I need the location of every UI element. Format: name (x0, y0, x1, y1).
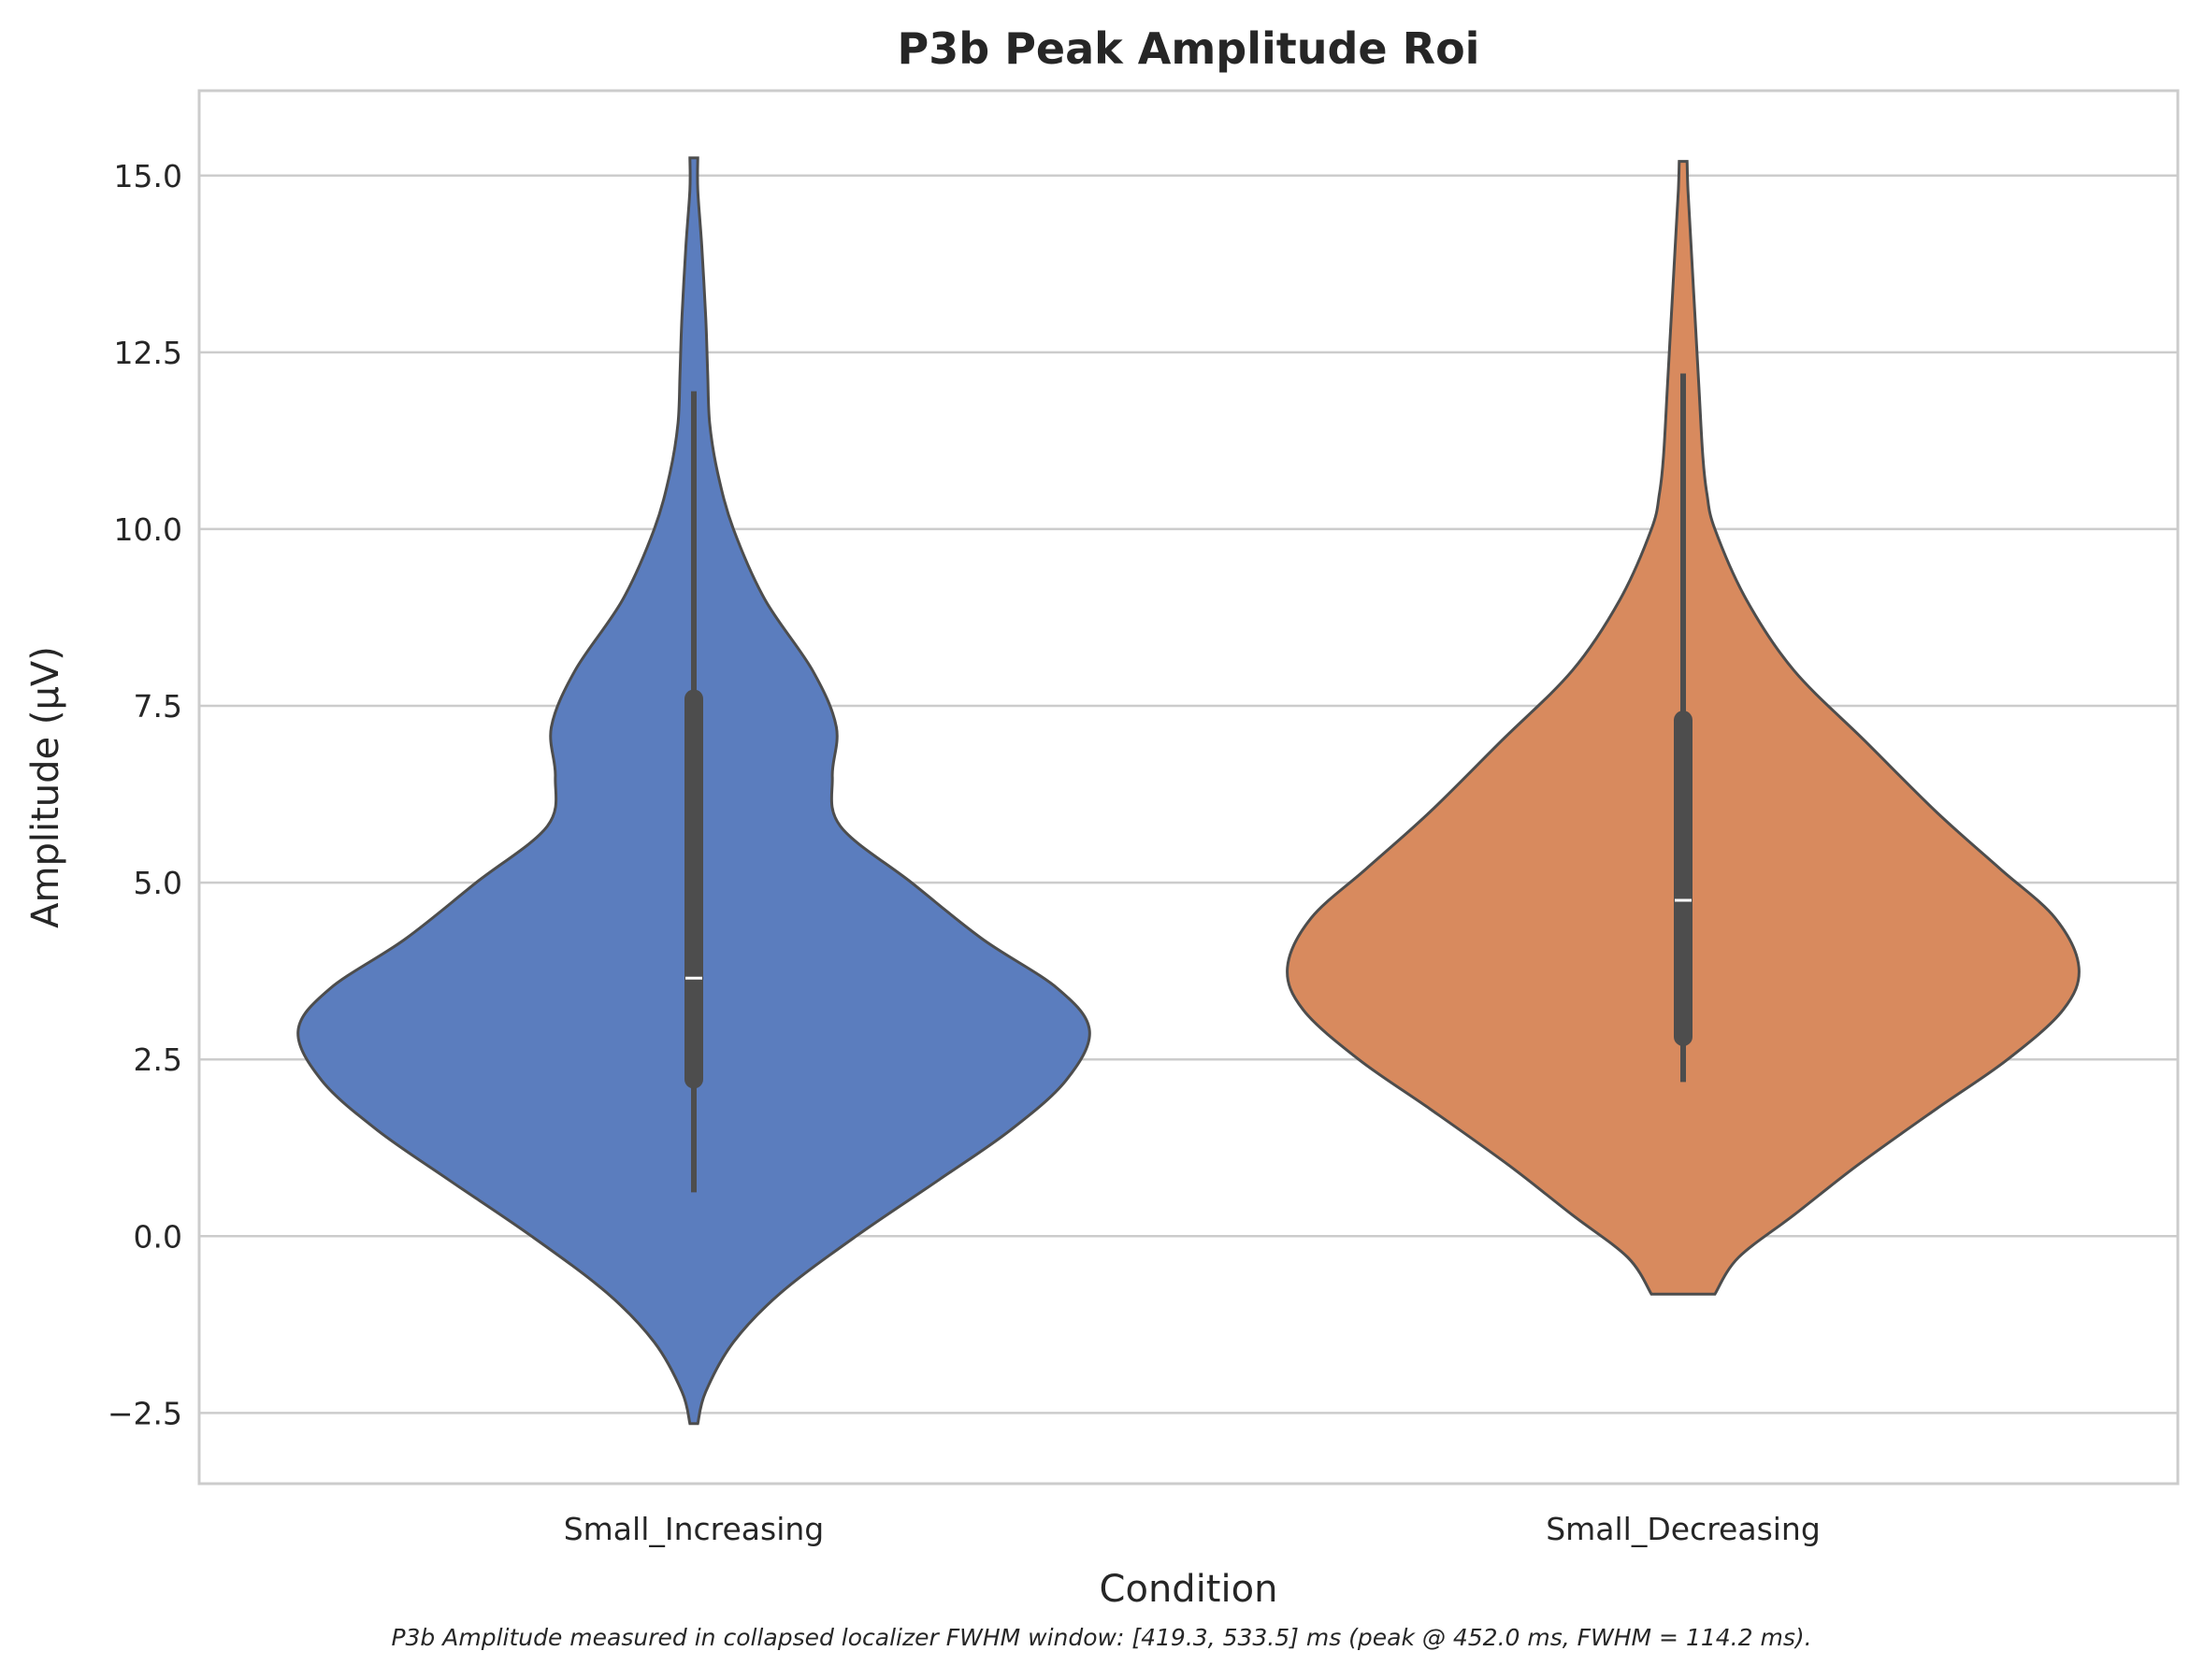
chart-title: P3b Peak Amplitude Roi (898, 23, 1480, 74)
y-tick-label: 2.5 (134, 1041, 182, 1078)
y-tick-label: 12.5 (114, 335, 182, 371)
x-tick-label: Small_Decreasing (1546, 1511, 1821, 1547)
x-tick-labels: Small_Increasing Small_Decreasing (564, 1511, 1821, 1547)
chart-caption: P3b Amplitude measured in collapsed loca… (391, 1624, 1811, 1651)
y-tick-label: 0.0 (134, 1218, 182, 1255)
x-axis-label: Condition (1100, 1568, 1278, 1611)
y-tick-label: 7.5 (134, 688, 182, 725)
y-axis-label: Amplitude (µV) (24, 646, 67, 928)
y-tick-label: −2.5 (108, 1395, 182, 1431)
y-tick-label: 15.0 (114, 158, 182, 194)
y-tick-label: 10.0 (114, 511, 182, 548)
y-tick-label: 5.0 (134, 865, 182, 901)
violins (296, 156, 2081, 1426)
plot-frame (197, 89, 2180, 1486)
x-tick-label: Small_Increasing (564, 1511, 825, 1547)
y-tick-labels: −2.5 0.0 2.5 5.0 7.5 10.0 12.5 15.0 (108, 158, 182, 1432)
